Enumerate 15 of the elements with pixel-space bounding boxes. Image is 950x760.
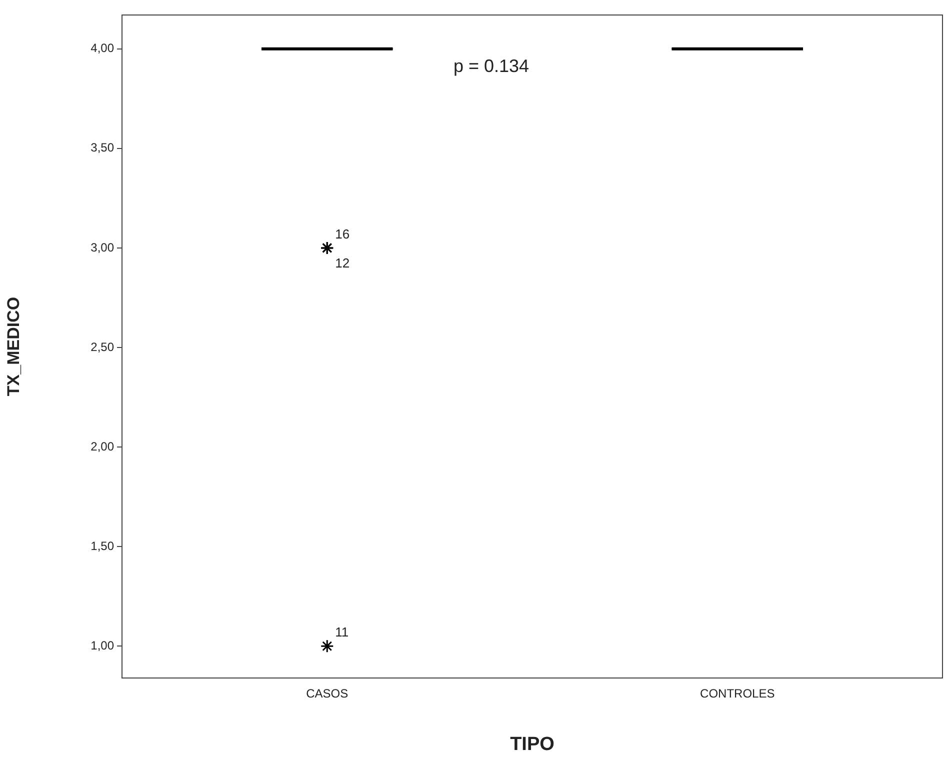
y-tick-label: 1,00: [90, 638, 114, 652]
y-tick-label: 4,00: [90, 41, 114, 56]
annotation: 16: [335, 226, 350, 242]
annotation: 12: [335, 256, 350, 271]
x-axis-title: TIPO: [510, 734, 554, 755]
y-axis-title: TX_MEDICO: [4, 296, 23, 396]
annotation: 11: [335, 624, 349, 640]
x-tick-label: CONTROLES: [700, 686, 775, 701]
y-tick-label: 3,00: [90, 240, 114, 254]
y-tick-label: 2,00: [90, 439, 114, 454]
y-tick-label: 1,50: [90, 538, 114, 553]
y-tick-label: 2,50: [90, 340, 114, 354]
annotation: p = 0.134: [453, 56, 530, 76]
y-tick-label: 3,50: [90, 140, 114, 155]
x-tick-label: CASOS: [306, 686, 348, 701]
